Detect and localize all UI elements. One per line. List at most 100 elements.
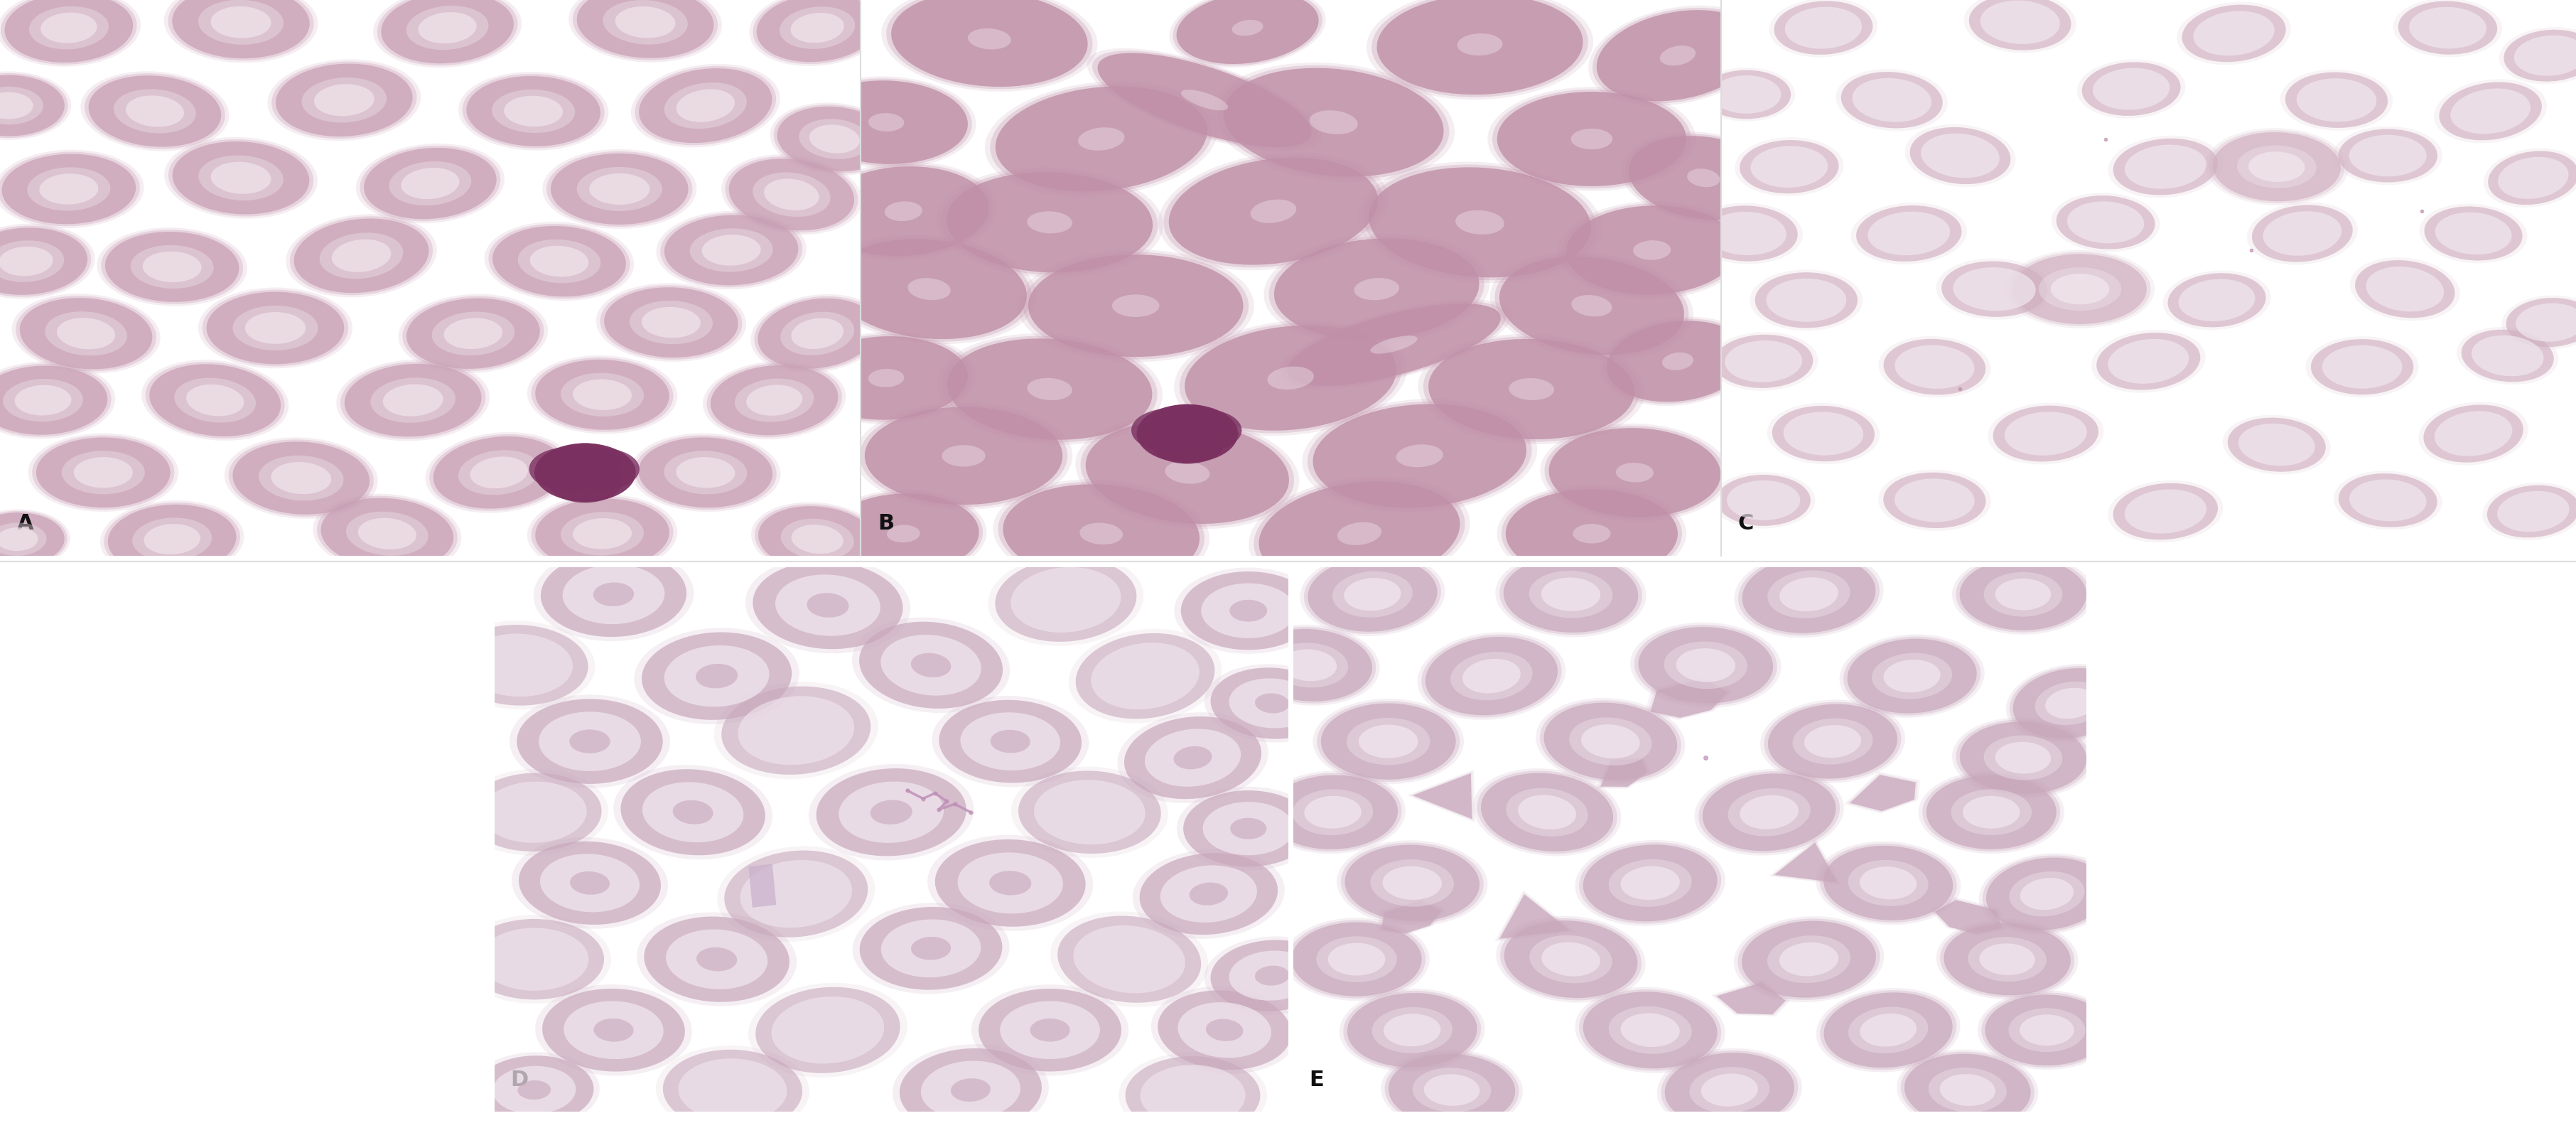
Ellipse shape bbox=[884, 201, 922, 221]
Ellipse shape bbox=[809, 162, 997, 261]
Ellipse shape bbox=[1821, 990, 1955, 1070]
Ellipse shape bbox=[286, 214, 438, 298]
Ellipse shape bbox=[1749, 270, 1862, 331]
Ellipse shape bbox=[1850, 1006, 1927, 1053]
Ellipse shape bbox=[1767, 403, 1880, 464]
Ellipse shape bbox=[1097, 53, 1311, 147]
Ellipse shape bbox=[1087, 48, 1321, 152]
Ellipse shape bbox=[106, 231, 240, 302]
Ellipse shape bbox=[1126, 1057, 1260, 1123]
Ellipse shape bbox=[1417, 632, 1566, 720]
Ellipse shape bbox=[1574, 987, 1726, 1074]
Ellipse shape bbox=[1301, 553, 1445, 636]
Ellipse shape bbox=[36, 438, 170, 508]
Ellipse shape bbox=[569, 0, 721, 63]
Ellipse shape bbox=[425, 432, 572, 513]
Ellipse shape bbox=[1316, 937, 1396, 983]
Ellipse shape bbox=[294, 219, 428, 293]
Ellipse shape bbox=[1767, 570, 1850, 619]
Ellipse shape bbox=[1077, 633, 1216, 719]
Polygon shape bbox=[1497, 893, 1571, 940]
Ellipse shape bbox=[804, 336, 969, 420]
Ellipse shape bbox=[2205, 128, 2349, 206]
Ellipse shape bbox=[1698, 67, 1795, 121]
Ellipse shape bbox=[1703, 70, 1790, 119]
Ellipse shape bbox=[492, 90, 574, 133]
Ellipse shape bbox=[1978, 853, 2115, 934]
Ellipse shape bbox=[0, 510, 70, 569]
Ellipse shape bbox=[989, 870, 1030, 895]
Ellipse shape bbox=[1662, 1050, 1798, 1123]
Ellipse shape bbox=[920, 1061, 1020, 1120]
Ellipse shape bbox=[1883, 339, 1986, 395]
Ellipse shape bbox=[806, 593, 850, 618]
Ellipse shape bbox=[2334, 471, 2442, 530]
Ellipse shape bbox=[3, 154, 137, 225]
Ellipse shape bbox=[781, 519, 855, 559]
Ellipse shape bbox=[1463, 659, 1520, 693]
Ellipse shape bbox=[2334, 126, 2442, 185]
Ellipse shape bbox=[1499, 257, 1685, 355]
Polygon shape bbox=[1499, 894, 1569, 939]
Ellipse shape bbox=[899, 1049, 1041, 1123]
Ellipse shape bbox=[0, 226, 90, 296]
Ellipse shape bbox=[1492, 90, 1690, 189]
Ellipse shape bbox=[1986, 995, 2110, 1066]
Ellipse shape bbox=[961, 712, 1061, 770]
Ellipse shape bbox=[1293, 789, 1373, 836]
Ellipse shape bbox=[407, 6, 489, 49]
Ellipse shape bbox=[1028, 211, 1072, 234]
Ellipse shape bbox=[951, 1078, 992, 1102]
Ellipse shape bbox=[1489, 252, 1692, 359]
Ellipse shape bbox=[1370, 336, 1417, 354]
Ellipse shape bbox=[881, 634, 981, 695]
Ellipse shape bbox=[474, 1056, 592, 1123]
Ellipse shape bbox=[989, 554, 1144, 646]
Ellipse shape bbox=[1739, 795, 1798, 829]
Ellipse shape bbox=[1893, 478, 1976, 522]
Ellipse shape bbox=[933, 696, 1090, 787]
Ellipse shape bbox=[2349, 257, 2460, 321]
Ellipse shape bbox=[2112, 138, 2218, 195]
Ellipse shape bbox=[1481, 773, 1613, 851]
Ellipse shape bbox=[3, 378, 82, 421]
Ellipse shape bbox=[459, 72, 608, 150]
Ellipse shape bbox=[1741, 921, 1875, 997]
Ellipse shape bbox=[1239, 624, 1381, 705]
Ellipse shape bbox=[1574, 840, 1726, 926]
Ellipse shape bbox=[2081, 62, 2182, 116]
Ellipse shape bbox=[1664, 1052, 1795, 1123]
Ellipse shape bbox=[1113, 294, 1159, 317]
Ellipse shape bbox=[1984, 736, 2063, 780]
Ellipse shape bbox=[528, 355, 677, 433]
Ellipse shape bbox=[232, 305, 317, 350]
Ellipse shape bbox=[2517, 303, 2576, 341]
Ellipse shape bbox=[2349, 480, 2427, 521]
Ellipse shape bbox=[0, 528, 39, 551]
Ellipse shape bbox=[1690, 1067, 1770, 1113]
Ellipse shape bbox=[2434, 411, 2512, 456]
Ellipse shape bbox=[817, 768, 966, 856]
Ellipse shape bbox=[775, 575, 881, 636]
Ellipse shape bbox=[1922, 773, 2061, 851]
Ellipse shape bbox=[144, 524, 201, 555]
Ellipse shape bbox=[399, 294, 549, 373]
Ellipse shape bbox=[374, 0, 523, 67]
Ellipse shape bbox=[989, 84, 1213, 194]
Ellipse shape bbox=[430, 435, 569, 511]
Ellipse shape bbox=[1260, 770, 1406, 853]
Ellipse shape bbox=[1847, 639, 1976, 713]
Ellipse shape bbox=[721, 686, 871, 775]
Ellipse shape bbox=[1860, 867, 1917, 900]
Ellipse shape bbox=[958, 852, 1064, 914]
Ellipse shape bbox=[0, 512, 64, 566]
Polygon shape bbox=[1600, 759, 1649, 787]
Ellipse shape bbox=[1633, 240, 1672, 259]
Ellipse shape bbox=[1180, 90, 1229, 110]
Ellipse shape bbox=[2107, 481, 2223, 542]
Ellipse shape bbox=[796, 76, 976, 168]
Ellipse shape bbox=[2208, 130, 2344, 203]
Ellipse shape bbox=[2097, 332, 2200, 390]
Ellipse shape bbox=[641, 632, 791, 720]
Ellipse shape bbox=[675, 457, 734, 487]
